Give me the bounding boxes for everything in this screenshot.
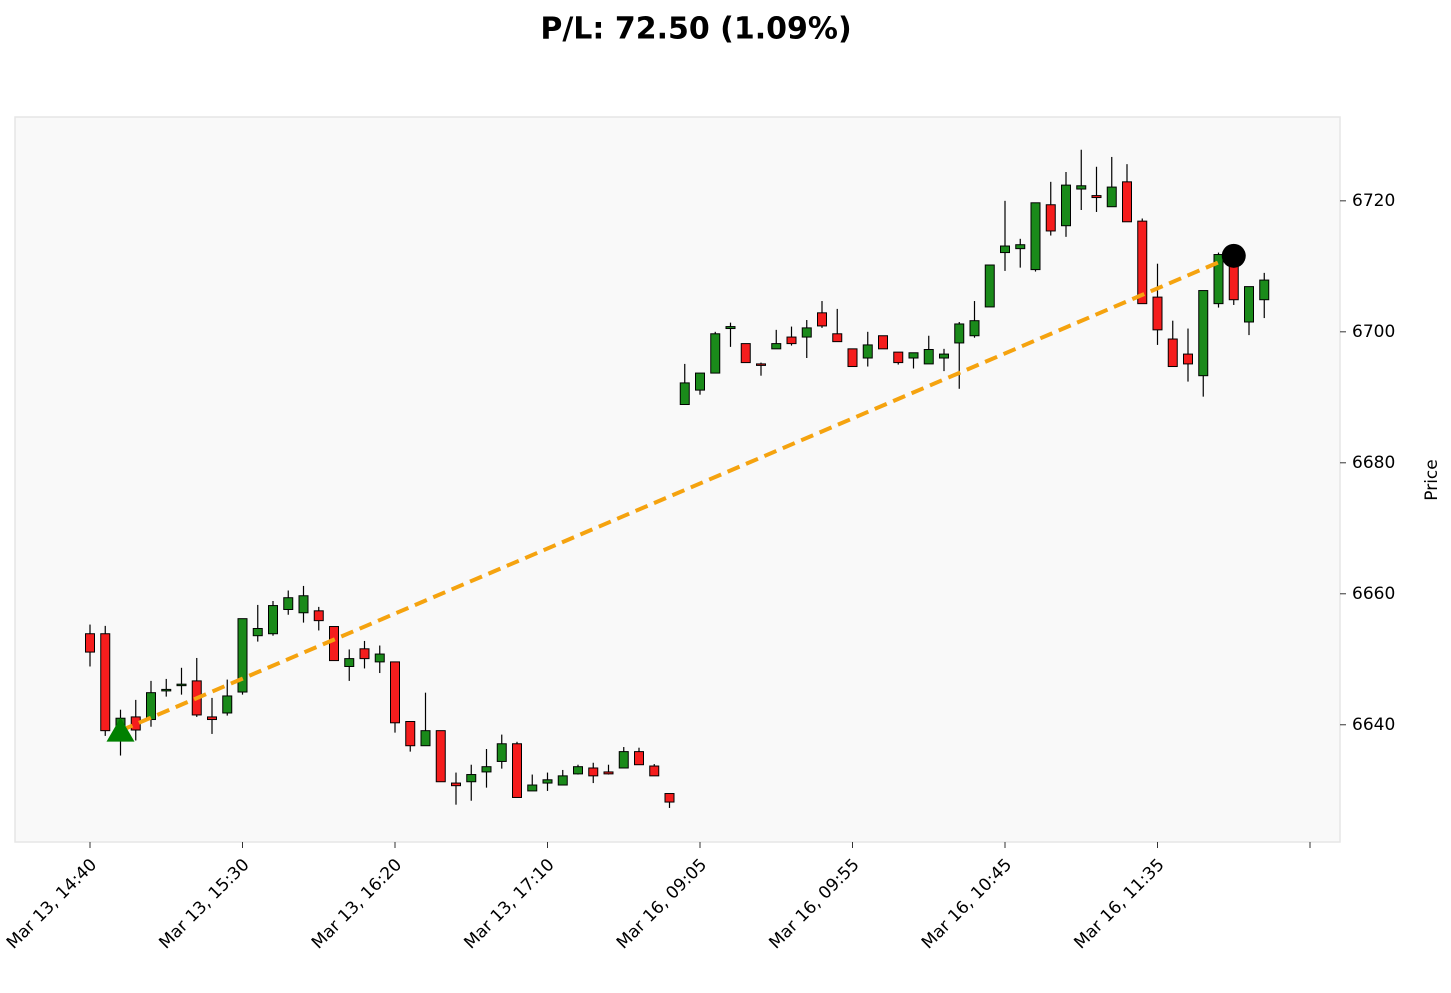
- x-tick-label: Mar 13, 15:30: [155, 855, 253, 953]
- candle-body: [893, 351, 904, 364]
- candle-body: [542, 779, 553, 784]
- candle-body: [969, 320, 980, 337]
- candle-body: [1045, 204, 1056, 232]
- candle-body: [1244, 286, 1254, 323]
- candle-body: [740, 343, 751, 364]
- candle-body: [1259, 279, 1270, 301]
- candle-body: [573, 766, 583, 775]
- candle-body: [390, 661, 400, 724]
- candle-body: [984, 264, 995, 308]
- candle-body: [557, 775, 568, 786]
- candle-body: [283, 597, 294, 611]
- candle-body: [1091, 195, 1102, 199]
- candle-body: [664, 793, 675, 803]
- candle-body: [878, 335, 888, 350]
- trade-line: [119, 254, 1235, 733]
- candle-body: [634, 751, 644, 766]
- candle-body: [100, 633, 111, 732]
- candle-body: [1198, 290, 1209, 377]
- y-tick-label: 6700: [1352, 322, 1395, 342]
- candle-body: [130, 716, 141, 731]
- exit-marker: [1221, 243, 1246, 268]
- y-tick-label: 6720: [1352, 191, 1395, 211]
- candle-body: [374, 653, 385, 663]
- candle-body: [649, 765, 660, 777]
- candle-body: [329, 626, 339, 662]
- candle-body: [1076, 185, 1087, 190]
- candle-body: [679, 382, 690, 406]
- candle-body: [618, 751, 629, 769]
- candle-body: [1213, 254, 1224, 305]
- candle-body: [481, 766, 492, 773]
- candle-body: [496, 743, 507, 762]
- candle-body: [725, 326, 736, 330]
- x-tick-label: Mar 16, 09:05: [613, 855, 711, 953]
- plot-area: [14, 116, 1341, 843]
- candle-body: [710, 333, 721, 374]
- candle-body: [771, 343, 782, 350]
- candle-body: [161, 688, 172, 692]
- candle-body: [786, 336, 797, 345]
- candle-body: [85, 633, 95, 653]
- y-axis-label: Price: [1422, 459, 1442, 500]
- candle-body: [847, 348, 858, 368]
- candle-body: [1000, 245, 1010, 254]
- candle-body: [252, 627, 263, 637]
- candle-body: [222, 695, 233, 714]
- candle-body: [405, 720, 416, 747]
- candle-body: [207, 716, 217, 721]
- candle-body: [862, 344, 873, 359]
- candle-body: [420, 730, 431, 747]
- x-tick-label: Mar 13, 17:10: [460, 855, 558, 953]
- candle-body: [695, 372, 705, 391]
- candle-body: [359, 648, 370, 660]
- candle-body: [451, 782, 461, 787]
- candle-body: [435, 730, 446, 783]
- candle-body: [237, 618, 248, 693]
- x-tick-label: Mar 16, 09:55: [765, 855, 863, 953]
- candle-body: [1061, 184, 1071, 227]
- candle-body: [1183, 353, 1193, 365]
- candle-body: [298, 595, 309, 614]
- candle-body: [344, 658, 355, 667]
- candle-body: [466, 774, 477, 783]
- candle-body: [832, 333, 843, 343]
- candle-body: [1167, 338, 1178, 368]
- x-tick-label: Mar 13, 16:20: [308, 855, 406, 953]
- candle-body: [923, 348, 934, 365]
- candle-body: [1137, 220, 1148, 305]
- candle-body: [313, 610, 324, 622]
- candle-body: [908, 352, 919, 359]
- candle-body: [939, 353, 949, 359]
- y-tick-label: 6660: [1352, 584, 1395, 604]
- candle-body: [512, 743, 522, 798]
- chart-title: P/L: 72.50 (1.09%): [540, 12, 851, 47]
- entry-marker: [106, 717, 135, 742]
- candle-body: [268, 605, 278, 635]
- candle-body: [1122, 181, 1132, 223]
- candle-body: [527, 784, 538, 792]
- candle-body: [756, 363, 766, 366]
- candle-body: [817, 312, 827, 327]
- x-tick-label: Mar 16, 11:35: [1070, 855, 1168, 953]
- candle-body: [588, 767, 599, 777]
- candle-body: [1106, 186, 1117, 208]
- x-tick-label: Mar 13, 14:40: [3, 855, 101, 953]
- candle-body: [801, 327, 812, 338]
- candle-body: [176, 683, 187, 687]
- y-tick-label: 6640: [1352, 715, 1395, 735]
- candle-body: [1015, 244, 1026, 250]
- candle-body: [603, 771, 614, 775]
- candle-body: [1030, 202, 1041, 271]
- y-tick-label: 6680: [1352, 453, 1395, 473]
- candle-body: [954, 323, 965, 344]
- candle-body: [146, 692, 156, 721]
- x-tick-label: Mar 16, 10:45: [918, 855, 1016, 953]
- candle-body: [1152, 296, 1163, 331]
